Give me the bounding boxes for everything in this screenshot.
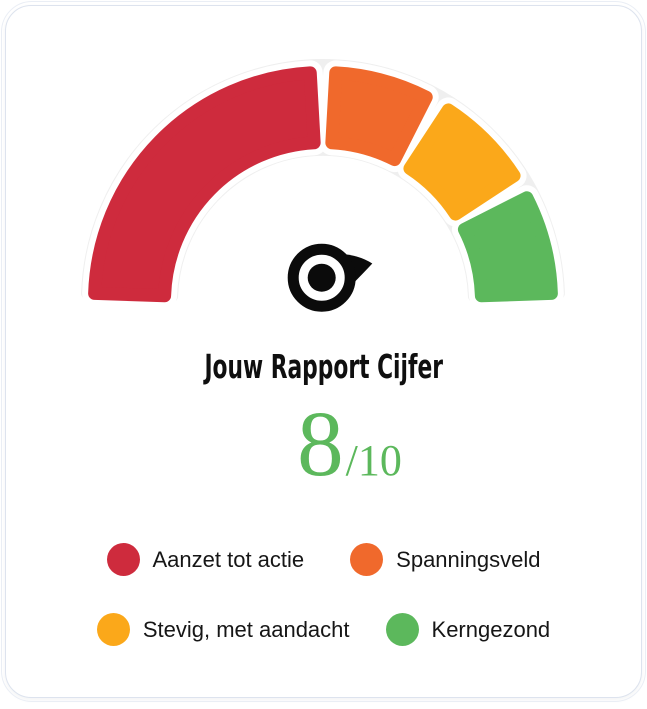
- legend-label: Spanningsveld: [396, 547, 541, 572]
- score: 8/10: [6, 398, 641, 491]
- gauge-needle-icon: [287, 243, 373, 312]
- chart-title: Jouw Rapport Cijfer: [6, 350, 641, 383]
- legend-color-dot: [96, 613, 130, 646]
- chart-title-text: Jouw Rapport Cijfer: [204, 347, 443, 386]
- legend-color-dot: [385, 613, 419, 646]
- legend-item: Aanzet tot actie: [106, 543, 305, 576]
- legend: Aanzet tot actie Spanningsveld Stevig, me…: [6, 543, 641, 646]
- gauge-segment: [88, 66, 321, 303]
- legend-item: Kerngezond: [385, 613, 551, 646]
- legend-label: Kerngezond: [431, 617, 551, 642]
- score-value: 8: [297, 393, 344, 496]
- legend-color-dot: [106, 543, 140, 576]
- legend-label: Aanzet tot actie: [152, 547, 305, 572]
- score-denominator: /10: [345, 436, 402, 485]
- needle-ring: [287, 243, 356, 312]
- legend-row: Aanzet tot actie Spanningsveld: [106, 543, 541, 576]
- needle-center-dot: [307, 263, 336, 292]
- gauge-arc-segments: [81, 59, 565, 309]
- legend-label: Stevig, met aandacht: [142, 617, 350, 642]
- legend-color-dot: [350, 543, 384, 576]
- gauge-segment: [325, 66, 433, 167]
- legend-item: Spanningsveld: [350, 543, 541, 576]
- gauge-segment: [403, 103, 521, 221]
- gauge-segment: [457, 191, 558, 303]
- legend-row: Stevig, met aandacht Kerngezond: [96, 613, 551, 646]
- legend-item: Stevig, met aandacht: [96, 613, 350, 646]
- gauge-chart: [81, 59, 565, 312]
